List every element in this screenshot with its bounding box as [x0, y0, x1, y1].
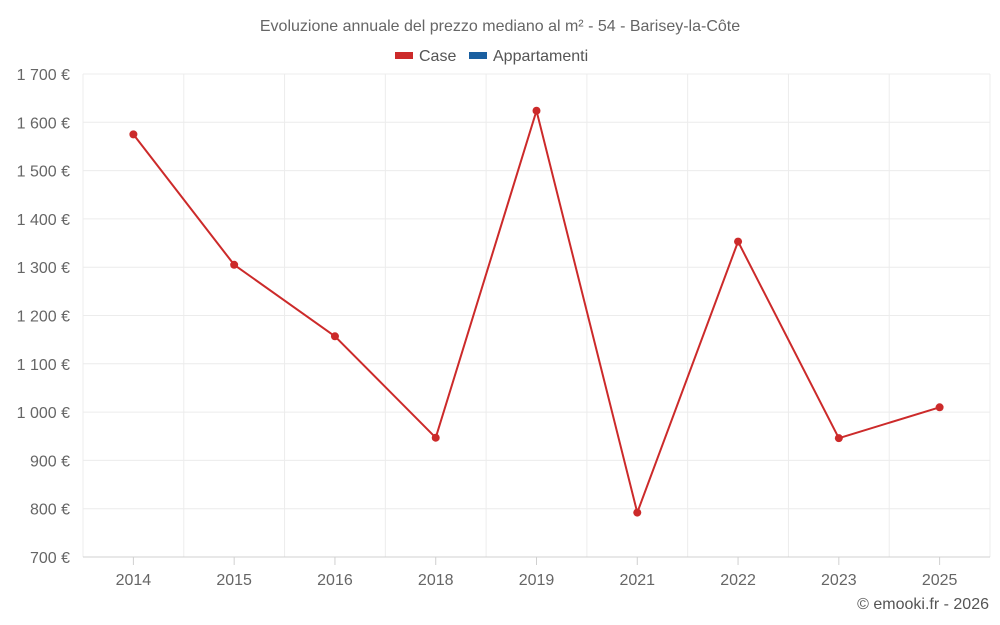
y-tick-label: 1 400 € — [17, 212, 70, 229]
legend-label-appartamenti: Appartamenti — [493, 48, 588, 65]
data-point[interactable] — [834, 434, 843, 443]
x-tick-label: 2014 — [116, 572, 152, 589]
data-point[interactable] — [532, 106, 541, 115]
x-tick-label: 2022 — [720, 572, 756, 589]
legend-item-appartamenti[interactable]: Appartamenti — [469, 48, 588, 65]
y-tick-label: 900 € — [30, 453, 70, 470]
data-point[interactable] — [734, 237, 743, 246]
y-tick-label: 1 200 € — [17, 309, 70, 326]
legend-swatch-appartamenti — [469, 52, 487, 59]
y-axis-ticks: 1 700 € 1 600 € 1 500 € 1 400 € 1 300 € 1 200… — [17, 67, 70, 567]
y-tick-label: 1 300 € — [17, 260, 70, 277]
data-point[interactable] — [935, 403, 944, 412]
y-tick-label: 1 000 € — [17, 405, 70, 422]
y-tick-label: 1 500 € — [17, 164, 70, 181]
credit-text: © emooki.fr - 2026 — [857, 596, 989, 613]
chart-title: Evoluzione annuale del prezzo mediano al… — [260, 18, 740, 35]
x-gridlines — [82, 74, 991, 557]
y-tick-label: 1 700 € — [17, 67, 70, 84]
y-gridlines — [83, 73, 990, 510]
legend-item-case[interactable]: Case — [395, 48, 456, 65]
x-tick-label: 2015 — [216, 572, 252, 589]
data-point[interactable] — [230, 260, 239, 269]
data-point[interactable] — [330, 332, 339, 341]
x-tick-label: 2025 — [922, 572, 958, 589]
x-tick-label: 2019 — [519, 572, 555, 589]
legend-label-case: Case — [419, 48, 456, 65]
x-axis-ticks: 2014 2015 2016 2018 2019 2021 2022 2023 2025 — [116, 557, 958, 589]
x-tick-label: 2021 — [619, 572, 655, 589]
x-tick-label: 2018 — [418, 572, 454, 589]
series-case — [129, 106, 944, 517]
y-tick-label: 800 € — [30, 502, 70, 519]
legend-swatch-case — [395, 52, 413, 59]
legend: Case Appartamenti — [395, 48, 588, 65]
y-tick-label: 1 600 € — [17, 115, 70, 132]
y-tick-label: 700 € — [30, 550, 70, 567]
data-point[interactable] — [633, 508, 642, 517]
y-tick-label: 1 100 € — [17, 357, 70, 374]
x-tick-label: 2023 — [821, 572, 857, 589]
data-point[interactable] — [431, 433, 440, 442]
x-tick-label: 2016 — [317, 572, 353, 589]
data-point[interactable] — [129, 130, 138, 139]
